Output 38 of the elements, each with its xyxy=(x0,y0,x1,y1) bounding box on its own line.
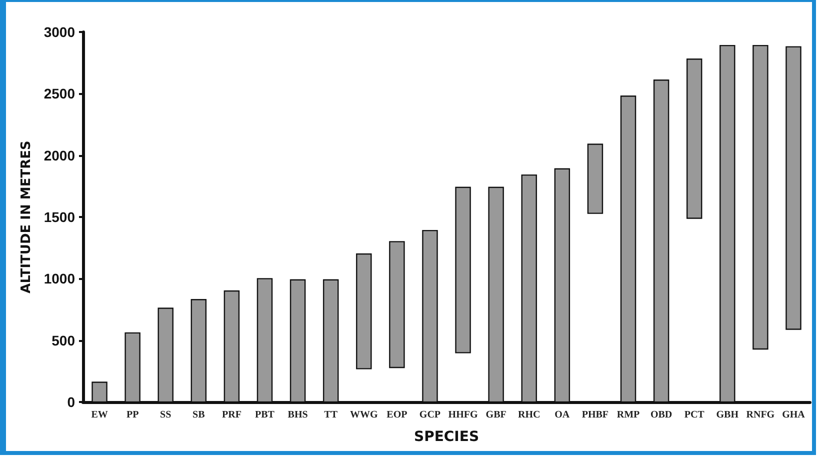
y-tick-label: 3000 xyxy=(44,24,76,40)
x-tick-label: PCT xyxy=(684,410,705,420)
x-tick-label: EW xyxy=(91,410,108,420)
y-tick-label: 0 xyxy=(67,394,76,410)
x-tick-label: PBT xyxy=(255,410,275,420)
bar xyxy=(752,44,768,350)
x-tick-label: RMP xyxy=(616,410,640,420)
bar xyxy=(587,144,604,214)
y-tick-label: 1500 xyxy=(44,209,76,225)
y-tick-label: 2000 xyxy=(44,147,76,164)
x-tick-label: HHFG xyxy=(448,410,478,420)
bar xyxy=(389,241,405,368)
x-tick-label: SB xyxy=(192,410,206,420)
y-tick-label: 2500 xyxy=(44,86,76,102)
bar xyxy=(786,46,802,330)
x-tick-label: WWG xyxy=(350,410,378,420)
x-tick-label: PHBF xyxy=(582,410,609,420)
y-tick-label: 500 xyxy=(52,332,76,348)
x-tick-label: GBH xyxy=(716,410,739,420)
x-tick-label: PP xyxy=(126,410,139,420)
x-tick-label: RHC xyxy=(518,410,540,420)
y-tick-label: 1000 xyxy=(44,270,76,287)
bar xyxy=(686,58,702,219)
x-tick-label: BHS xyxy=(288,410,308,420)
bar xyxy=(455,186,471,354)
x-axis-title: SPECIES xyxy=(414,429,480,445)
y-axis-title: ALTITUDE IN METRES xyxy=(18,140,34,294)
x-tick-label: EOP xyxy=(386,410,408,420)
x-tick-label: GHA xyxy=(782,410,806,420)
x-tick-label: OBD xyxy=(650,410,672,420)
x-tick-label: OA xyxy=(554,410,570,420)
x-tick-label: TT xyxy=(324,410,338,420)
x-tick-label: PRF xyxy=(222,410,242,420)
x-tick-label: SS xyxy=(160,410,172,420)
x-tick-label: GBF xyxy=(486,410,506,420)
bar xyxy=(356,253,372,370)
x-tick-label: RNFG xyxy=(746,410,775,420)
x-tick-label: GCP xyxy=(419,410,441,420)
